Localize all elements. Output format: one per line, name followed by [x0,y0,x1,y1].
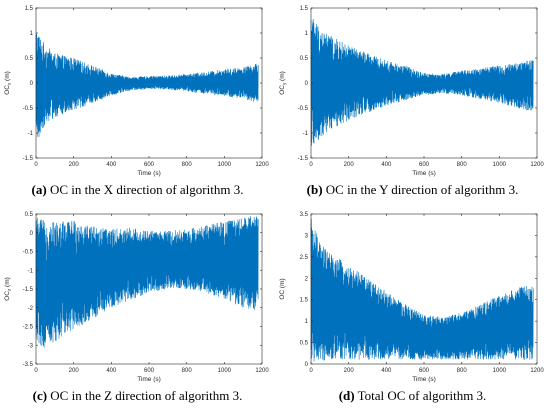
x-tick-label: 400 [381,368,392,374]
caption-b: (b) OC in the Y direction of algorithm 3… [306,182,519,197]
x-tick-label: 600 [419,162,430,168]
x-axis-label: Time (s) [137,170,161,177]
x-tick-label: 200 [344,368,355,374]
x-tick-label: 1000 [493,162,507,168]
y-axis-label: OCz (m) [4,277,12,301]
x-tick-label: 600 [144,162,155,168]
panel-c: 0 200 400 600 800 1000 1200 -3.5 -3 -2.5 -2 -1.5 -1 -… [0,206,275,413]
y-tick-label: -2 [28,306,34,312]
x-tick-label: 400 [106,162,117,168]
y-tick-label: 0.5 [25,56,34,62]
x-tick-label: 400 [381,162,392,168]
y-tick-label: -2.5 [23,325,34,331]
y-axis-label: OCx (m) [4,71,12,95]
caption-a: (a) OC in the X direction of algorithm 3… [31,182,244,197]
y-tick-label: -0.5 [23,250,34,256]
x-tick-label: 200 [69,162,80,168]
x-tick-label: 800 [457,368,468,374]
chart-oc-x: 0 200 400 600 800 1000 1200 -1.5 -1 -0.5 0 0.5 1 1.5 T… [4,6,269,177]
y-tick-label: -1 [28,131,34,137]
y-tick-label: 0.5 [300,56,309,62]
panel-a: 0 200 400 600 800 1000 1200 -1.5 -1 -0.5 0 0.5 1 1.5 T… [0,0,275,206]
y-tick-label: 1 [305,31,309,37]
y-tick-label: -1.5 [23,156,34,162]
signal-line [35,33,259,137]
y-tick-label: -3 [28,343,34,349]
x-tick-label: 0 [34,162,38,168]
y-tick-label: 2 [305,276,309,282]
x-tick-label: 1000 [493,368,507,374]
x-tick-label: 800 [182,162,193,168]
x-tick-label: 200 [69,368,80,374]
caption-d: (d) Total OC of algorithm 3. [338,388,487,403]
y-tick-label: 0.5 [300,341,309,347]
x-tick-label: 1000 [218,162,232,168]
x-tick-label: 0 [34,368,38,374]
x-tick-label: 1200 [530,162,544,168]
x-tick-label: 200 [344,162,355,168]
y-tick-label: 0 [30,231,34,237]
y-tick-label: -0.5 [298,106,309,112]
chart-oc-total: 0 200 400 600 800 1000 1200 0 0.5 1 1.5 2 2.5 3 3.5 Tim… [279,212,544,383]
y-tick-label: 0 [305,81,309,87]
y-axis-label: OC (m) [279,278,286,299]
x-tick-label: 600 [144,368,155,374]
x-tick-label: 1000 [218,368,232,374]
x-tick-label: 0 [309,162,313,168]
y-tick-label: 1.5 [300,6,309,12]
x-tick-label: 800 [457,162,468,168]
y-axis-label: OCy (m) [279,71,287,95]
panel-d: 0 200 400 600 800 1000 1200 0 0.5 1 1.5 2 2.5 3 3.5 Tim… [275,206,550,413]
signal-line [310,219,534,362]
x-tick-label: 800 [182,368,193,374]
y-tick-label: 0.5 [25,212,34,218]
y-tick-label: -3.5 [23,362,34,368]
y-tick-label: 2.5 [300,255,309,261]
y-tick-label: 1 [30,31,34,37]
y-tick-label: -1 [303,131,309,137]
x-tick-label: 0 [309,368,313,374]
panel-b: 0 200 400 600 800 1000 1200 -1.5 -1 -0.5 0 0.5 1 1.5 T… [275,0,550,206]
chart-oc-z: 0 200 400 600 800 1000 1200 -3.5 -3 -2.5 -2 -1.5 -1 -… [4,212,269,383]
x-tick-label: 1200 [255,368,269,374]
y-tick-label: 0 [30,81,34,87]
x-tick-label: 1200 [530,368,544,374]
x-tick-label: 600 [419,368,430,374]
y-tick-label: 0 [305,362,309,368]
y-tick-label: -1.5 [298,156,309,162]
chart-oc-y: 0 200 400 600 800 1000 1200 -1.5 -1 -0.5 0 0.5 1 1.5 T… [279,6,544,177]
signal-line [310,18,534,146]
x-tick-label: 1200 [255,162,269,168]
y-tick-label: 3.5 [300,212,309,218]
y-tick-label: -0.5 [23,106,34,112]
x-axis-label: Time (s) [412,170,436,177]
y-tick-label: -1 [28,268,34,274]
y-tick-label: -1.5 [23,287,34,293]
caption-c: (c) OC in the Z direction of algorithm 3… [32,388,243,403]
y-tick-label: 1 [305,319,309,325]
x-axis-label: Time (s) [137,376,161,383]
x-tick-label: 400 [106,368,117,374]
signal-line [35,216,259,348]
y-tick-label: 1.5 [300,298,309,304]
y-tick-label: 3 [305,233,309,239]
y-tick-label: 1.5 [25,6,34,12]
x-axis-label: Time (s) [412,376,436,383]
